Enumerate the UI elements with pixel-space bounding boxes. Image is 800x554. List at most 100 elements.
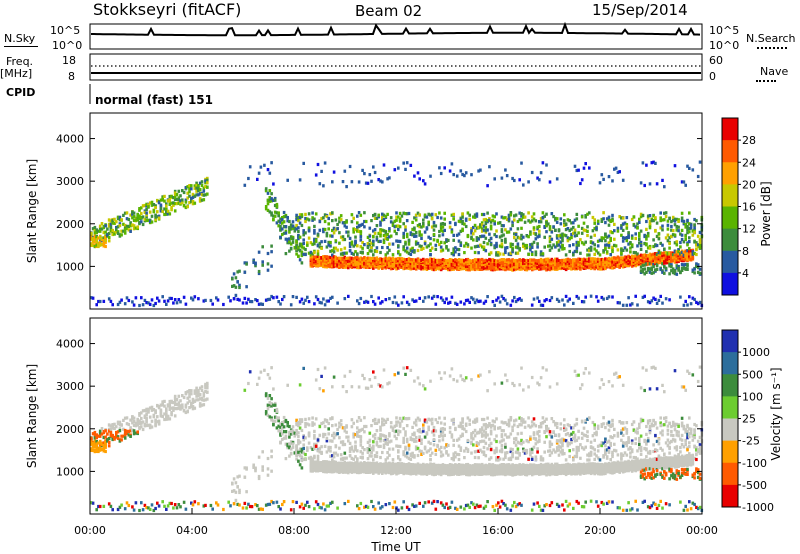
power-cell: [309, 257, 313, 261]
power-cell: [190, 199, 193, 203]
nave-dots: [756, 80, 776, 82]
power-cell: [607, 241, 611, 245]
power-cell: [661, 228, 664, 232]
power-cell: [452, 212, 455, 216]
power-cell: [443, 228, 446, 232]
power-cell: [284, 231, 288, 235]
power-cell: [95, 231, 98, 235]
power-cell: [129, 221, 132, 225]
power-cell: [673, 233, 677, 237]
power-cell: [291, 220, 295, 224]
velocity-cell: [329, 501, 332, 505]
power-cell: [414, 267, 418, 271]
velocity-cell: [327, 466, 330, 470]
power-cell: [391, 266, 395, 270]
power-cell: [550, 257, 554, 261]
power-cell: [416, 261, 420, 266]
velocity-cell: [166, 504, 170, 508]
power-cell: [102, 238, 106, 243]
power-cell: [257, 302, 261, 306]
power-cell: [204, 179, 207, 183]
velocity-cell: [90, 442, 93, 446]
velocity-cell: [363, 448, 366, 452]
velocity-cell: [102, 504, 106, 508]
velocity-cell: [272, 501, 275, 505]
power-cell: [648, 252, 652, 256]
power-cell: [655, 301, 659, 305]
power-cell: [147, 218, 150, 222]
velocity-cell: [109, 504, 113, 508]
power-cell: [643, 267, 646, 271]
velocity-cell: [161, 403, 164, 407]
power-cell: [498, 235, 502, 239]
power-cell: [140, 206, 143, 210]
power-cell: [336, 262, 339, 266]
power-cell: [200, 193, 204, 197]
power-cell: [602, 249, 605, 253]
power-cell: [323, 263, 327, 267]
velocity-cell: [140, 420, 143, 424]
velocity-cell: [282, 420, 286, 424]
velocity-cell: [270, 499, 273, 504]
velocity-cell: [368, 463, 372, 467]
velocity-cell: [131, 421, 134, 425]
power-cell: [484, 236, 488, 240]
velocity-cell: [91, 501, 95, 505]
velocity-cell: [102, 445, 106, 449]
power-cell: [154, 217, 157, 222]
power-cell: [318, 259, 322, 263]
power-cell: [393, 263, 397, 267]
power-cell: [254, 264, 257, 268]
velocity-cell: [325, 419, 329, 424]
power-cell: [520, 260, 523, 264]
power-cell: [163, 299, 166, 303]
velocity-cell: [322, 389, 325, 393]
velocity-cell: [345, 430, 348, 434]
power-cell: [607, 175, 611, 179]
velocity-cell: [300, 419, 304, 424]
power-cell: [198, 199, 202, 203]
power-cell: [332, 227, 336, 231]
power-cell: [138, 208, 141, 212]
power-cell: [495, 234, 498, 239]
power-cell: [480, 234, 484, 238]
power-cell: [539, 259, 543, 263]
power-cell: [627, 254, 630, 258]
velocity-cell: [166, 417, 170, 421]
power-cell: [516, 263, 520, 267]
power-cell: [438, 234, 441, 238]
velocity-cell: [136, 417, 139, 421]
power-cell: [332, 246, 336, 250]
velocity-cell: [186, 390, 189, 394]
power-cell: [143, 298, 147, 302]
velocity-cell: [257, 474, 261, 479]
velocity-cell: [311, 416, 314, 420]
power-cell: [680, 216, 684, 220]
power-cell: [495, 229, 498, 233]
power-cell: [413, 234, 416, 238]
power-cell: [318, 220, 322, 224]
power-cell: [486, 228, 489, 232]
velocity-cell: [318, 467, 322, 471]
power-cell: [555, 266, 559, 270]
power-cell: [277, 211, 280, 215]
velocity-cell: [191, 397, 195, 401]
power-cell: [548, 298, 552, 303]
power-cell: [586, 233, 589, 238]
power-cell: [382, 263, 386, 268]
power-cell: [375, 224, 379, 228]
power-cell: [555, 236, 559, 240]
power-cell: [331, 255, 334, 259]
power-cell: [673, 260, 677, 264]
power-cell: [184, 198, 188, 202]
nsky-trace: [91, 21, 701, 37]
power-cell: [473, 223, 477, 227]
power-cell: [479, 168, 482, 172]
power-cell: [589, 248, 593, 252]
power-cell: [589, 259, 593, 263]
velocity-cell: [123, 507, 127, 511]
velocity-cell: [100, 447, 104, 452]
velocity-cell: [143, 503, 147, 507]
velocity-cell: [370, 461, 373, 466]
power-cell: [548, 180, 552, 184]
